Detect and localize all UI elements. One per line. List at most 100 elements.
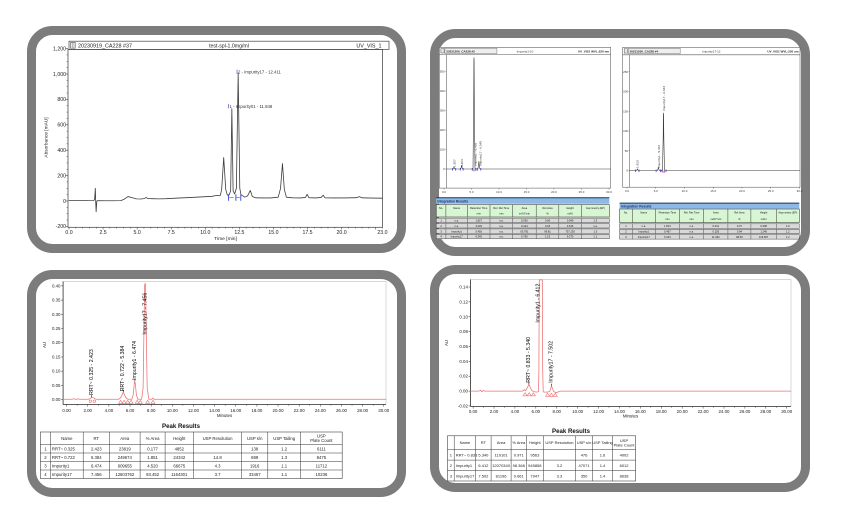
svg-text:1.4: 1.4 xyxy=(600,473,606,478)
svg-text:1.813: 1.813 xyxy=(664,224,671,228)
svg-text:USP s/n: USP s/n xyxy=(577,440,592,445)
svg-text:10.0: 10.0 xyxy=(682,189,688,193)
svg-text:600: 600 xyxy=(57,123,66,129)
svg-text:0.18: 0.18 xyxy=(545,224,551,228)
svg-text:Name: Name xyxy=(453,206,460,210)
svg-text:0.25: 0.25 xyxy=(52,326,61,331)
svg-text:n.a.: n.a. xyxy=(593,225,598,228)
svg-text:6.345: 6.345 xyxy=(475,235,482,239)
svg-text:Plate Count: Plate Count xyxy=(614,442,636,447)
svg-text:3: 3 xyxy=(440,229,442,233)
svg-text:11.062: 11.062 xyxy=(712,235,720,239)
svg-text:%: % xyxy=(738,217,741,221)
svg-text:Impurity17 - 7.456: Impurity17 - 7.456 xyxy=(142,293,148,335)
svg-text:20231206_CA228 #4: 20231206_CA228 #4 xyxy=(630,50,659,54)
svg-text:350: 350 xyxy=(581,473,588,478)
svg-text:98.368: 98.368 xyxy=(513,463,526,468)
svg-text:400: 400 xyxy=(440,89,445,93)
svg-text:5.0: 5.0 xyxy=(654,189,658,193)
svg-text:1.4: 1.4 xyxy=(600,463,606,468)
svg-text:0.06: 0.06 xyxy=(545,219,551,223)
svg-text:Height: Height xyxy=(566,206,574,210)
svg-text:16.00: 16.00 xyxy=(230,408,242,413)
svg-text:USP Resolution: USP Resolution xyxy=(545,440,573,445)
svg-text:17.5: 17.5 xyxy=(302,230,312,236)
svg-text:0.661: 0.661 xyxy=(514,473,525,478)
svg-text:2.5: 2.5 xyxy=(99,230,106,236)
svg-text:1 - Impurity01 - 11.948: 1 - Impurity01 - 11.948 xyxy=(229,104,273,109)
svg-text:4: 4 xyxy=(44,472,47,477)
svg-text:7.456: 7.456 xyxy=(91,472,102,477)
svg-text:Plate Count: Plate Count xyxy=(310,438,333,443)
svg-text:0.036: 0.036 xyxy=(521,219,528,223)
svg-text:200: 200 xyxy=(623,90,628,94)
svg-text:0.37: 0.37 xyxy=(737,224,743,228)
svg-text:UV_VIS1 WVL:220 nm: UV_VIS1 WVL:220 nm xyxy=(767,50,799,54)
svg-text:9.270: 9.270 xyxy=(567,235,574,239)
svg-text:3.2: 3.2 xyxy=(557,463,563,468)
svg-text:mAU*min: mAU*min xyxy=(710,217,722,221)
svg-text:1: 1 xyxy=(450,452,453,457)
svg-text:n.a.: n.a. xyxy=(499,220,504,223)
svg-text:66675: 66675 xyxy=(173,463,185,468)
svg-text:Impurity1: Impurity1 xyxy=(456,463,473,468)
svg-text:Peak Results: Peak Results xyxy=(162,423,201,430)
svg-text:RRT~ 0.722 - 5.384: RRT~ 0.722 - 5.384 xyxy=(120,346,126,392)
svg-text:22.00: 22.00 xyxy=(294,408,306,413)
svg-text:0.15: 0.15 xyxy=(52,354,61,359)
svg-text:min: min xyxy=(690,217,695,221)
svg-text:26.00: 26.00 xyxy=(336,408,348,413)
svg-text:Impurity1: Impurity1 xyxy=(52,463,70,468)
svg-text:Peak Results: Peak Results xyxy=(552,428,591,435)
svg-text:Impurity1-10: Impurity1-10 xyxy=(517,50,534,54)
svg-text:20.0: 20.0 xyxy=(551,190,557,194)
svg-text:0: 0 xyxy=(443,167,445,171)
svg-text:0.08: 0.08 xyxy=(459,329,468,334)
svg-text:757.230: 757.230 xyxy=(565,229,575,233)
svg-text:10236: 10236 xyxy=(315,472,327,477)
svg-text:2: 2 xyxy=(625,230,627,234)
svg-text:47071: 47071 xyxy=(578,463,590,468)
svg-text:9563: 9563 xyxy=(530,452,540,457)
svg-text:RT: RT xyxy=(481,440,487,445)
svg-text:Name: Name xyxy=(460,440,471,445)
svg-text:Impurity17: Impurity17 xyxy=(456,473,475,478)
svg-text:3: 3 xyxy=(450,473,453,478)
svg-text:Impurity1 - 6.474: Impurity1 - 6.474 xyxy=(132,341,138,380)
svg-text:0.10: 0.10 xyxy=(459,314,468,319)
svg-text:Impurity17 - 6.345: Impurity17 - 6.345 xyxy=(479,141,483,166)
svg-text:0.00: 0.00 xyxy=(469,409,478,414)
svg-text:119.697: 119.697 xyxy=(759,235,769,239)
svg-text:Impurity17-12: Impurity17-12 xyxy=(702,50,721,54)
svg-text:1.827: 1.827 xyxy=(475,219,482,223)
svg-text:2: 2 xyxy=(44,455,47,460)
svg-text:5.340: 5.340 xyxy=(478,452,489,457)
svg-text:Name: Name xyxy=(640,210,647,214)
svg-text:33467: 33467 xyxy=(249,472,261,477)
svg-text:3.616: 3.616 xyxy=(567,224,574,228)
svg-text:2: 2 xyxy=(450,463,453,468)
svg-text:min: min xyxy=(499,212,504,216)
svg-text:Time [min]: Time [min] xyxy=(214,236,237,242)
svg-text:Impurity1 - 5.467: Impurity1 - 5.467 xyxy=(657,145,661,168)
svg-text:2.423: 2.423 xyxy=(91,446,102,451)
svg-text:test-spl-1.0mg/ml: test-spl-1.0mg/ml xyxy=(209,44,249,50)
svg-text:0.00: 0.00 xyxy=(459,389,468,394)
svg-text:10.0: 10.0 xyxy=(496,190,502,194)
svg-text:945858: 945858 xyxy=(528,463,542,468)
svg-text:1.246: 1.246 xyxy=(760,230,767,234)
svg-text:98.69: 98.69 xyxy=(736,235,743,239)
svg-text:n.a.: n.a. xyxy=(454,225,459,228)
svg-text:n.a.: n.a. xyxy=(689,231,694,234)
svg-text:Rel. Ret.Time: Rel. Ret.Time xyxy=(684,210,700,214)
svg-text:Impurity17 - 7.502: Impurity17 - 7.502 xyxy=(549,341,555,383)
svg-text:800: 800 xyxy=(57,97,66,103)
svg-text:100: 100 xyxy=(440,148,445,152)
svg-text:Integration Results: Integration Results xyxy=(621,205,652,209)
svg-text:300: 300 xyxy=(440,109,445,113)
svg-text:1.851: 1.851 xyxy=(147,455,158,460)
svg-text:Impurity17: Impurity17 xyxy=(638,235,651,239)
svg-text:3: 3 xyxy=(44,463,47,468)
svg-text:63.781: 63.781 xyxy=(520,229,528,233)
svg-text:Impurity17 - 6.343: Impurity17 - 6.343 xyxy=(662,86,666,111)
